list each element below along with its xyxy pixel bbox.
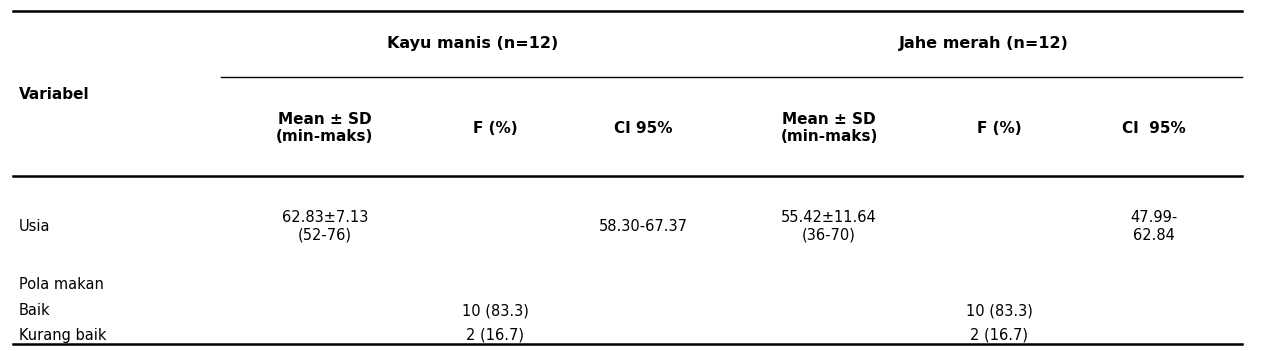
Text: 62.83±7.13
(52-76): 62.83±7.13 (52-76) (281, 210, 368, 243)
Text: 2 (16.7): 2 (16.7) (971, 328, 1028, 343)
Text: F (%): F (%) (473, 121, 517, 135)
Text: Kayu manis (n=12): Kayu manis (n=12) (387, 37, 559, 51)
Text: 47.99-
62.84: 47.99- 62.84 (1130, 210, 1178, 243)
Text: Mean ± SD
(min-maks): Mean ± SD (min-maks) (276, 112, 373, 144)
Text: Kurang baik: Kurang baik (19, 328, 106, 343)
Text: CI 95%: CI 95% (614, 121, 672, 135)
Text: 10 (83.3): 10 (83.3) (462, 303, 528, 318)
Text: Baik: Baik (19, 303, 50, 318)
Text: F (%): F (%) (977, 121, 1021, 135)
Text: CI  95%: CI 95% (1122, 121, 1185, 135)
Text: Mean ± SD
(min-maks): Mean ± SD (min-maks) (781, 112, 878, 144)
Text: 58.30-67.37: 58.30-67.37 (599, 219, 687, 234)
Text: 10 (83.3): 10 (83.3) (966, 303, 1033, 318)
Text: Jahe merah (n=12): Jahe merah (n=12) (899, 37, 1068, 51)
Text: 55.42±11.64
(36-70): 55.42±11.64 (36-70) (782, 210, 876, 243)
Text: 2 (16.7): 2 (16.7) (467, 328, 523, 343)
Text: Pola makan: Pola makan (19, 277, 103, 292)
Text: Usia: Usia (19, 219, 50, 234)
Text: Variabel: Variabel (19, 87, 90, 102)
